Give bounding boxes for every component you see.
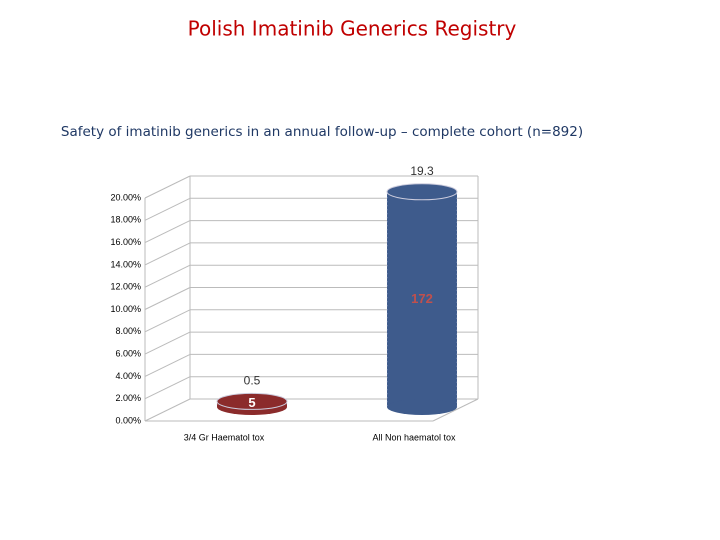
y-tick-label: 14.00% [110, 259, 141, 269]
bar-top [216, 392, 288, 410]
chart-title: Polish Imatinib Generics Registry [188, 17, 517, 41]
bar-base [387, 399, 457, 415]
bar-top [386, 183, 458, 201]
grid-line [144, 197, 191, 221]
grid-line [144, 353, 191, 377]
y-tick-label: 20.00% [110, 192, 141, 202]
value-label: 19.3 [410, 164, 434, 178]
x-tick-label: 3/4 Gr Haematol tox [184, 432, 265, 442]
grid-line [144, 220, 191, 244]
grid-line [144, 398, 191, 422]
y-tick-label: 8.00% [115, 326, 141, 336]
grid-line [144, 287, 191, 310]
y-tick-label: 16.00% [110, 237, 141, 247]
count-label: 172 [411, 291, 433, 306]
grid-line [144, 331, 191, 355]
count-label: 5 [248, 395, 255, 410]
x-tick-label: All Non haematol tox [372, 432, 456, 442]
y-tick-label: 10.00% [110, 304, 141, 314]
y-tick-label: 6.00% [115, 348, 141, 358]
value-label: 0.5 [244, 374, 261, 388]
y-tick-label: 0.00% [115, 415, 141, 425]
grid-line [144, 376, 191, 400]
y-tick-label: 2.00% [115, 393, 141, 403]
y-tick-label: 18.00% [110, 215, 141, 225]
grid-line [144, 242, 191, 266]
grid-line [144, 264, 191, 288]
chart-subtitle: Safety of imatinib generics in an annual… [61, 124, 583, 140]
grid-line [144, 309, 191, 333]
y-tick-label: 4.00% [115, 371, 141, 381]
y-tick-label: 12.00% [110, 282, 141, 292]
grid-line [144, 175, 191, 199]
floor-line [432, 398, 479, 422]
